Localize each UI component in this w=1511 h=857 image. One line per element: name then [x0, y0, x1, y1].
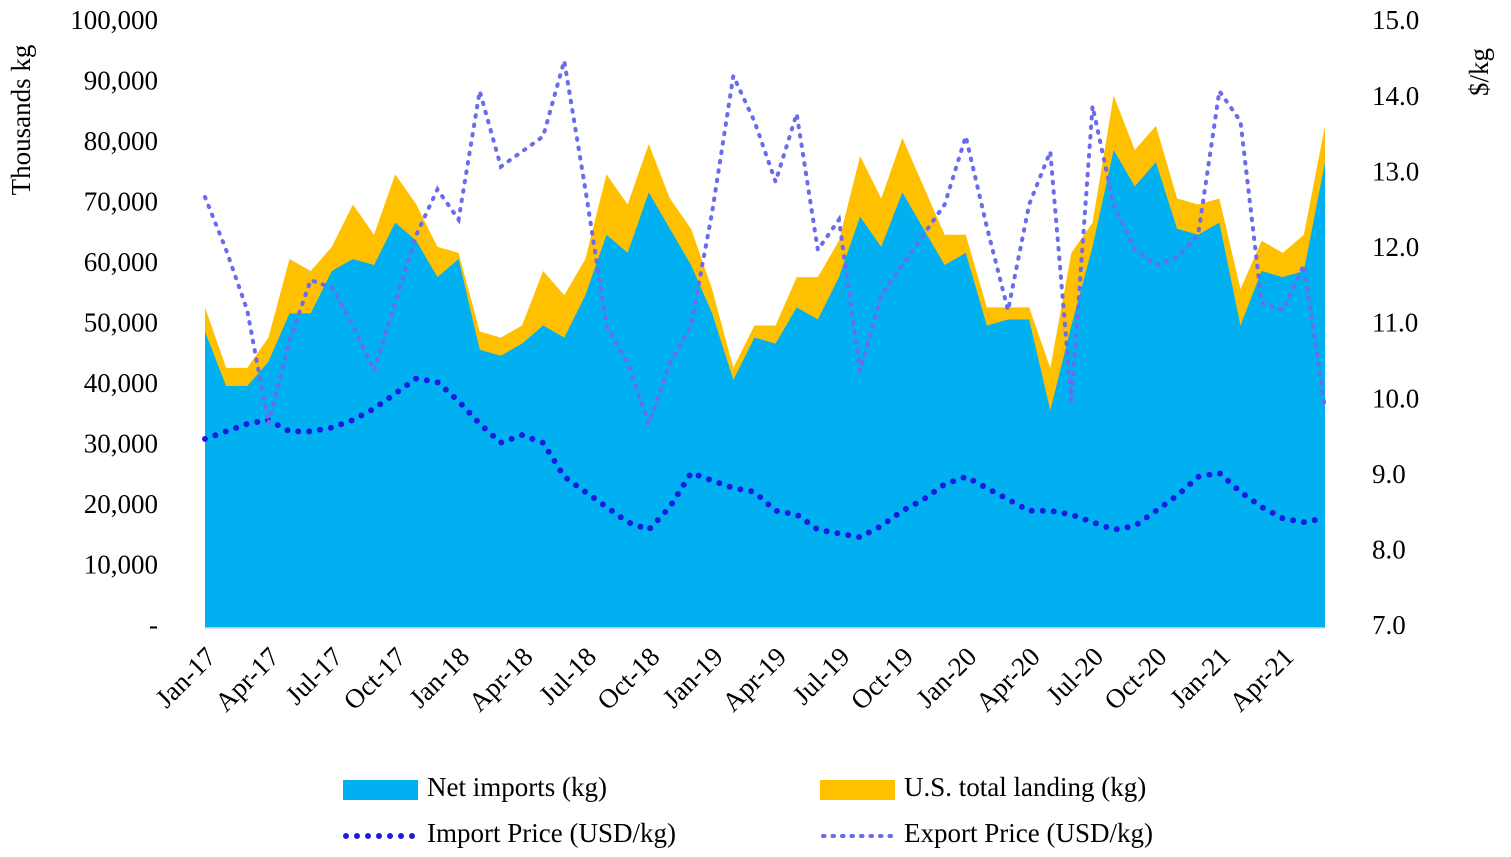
y-tick-label: 100,000	[70, 5, 158, 35]
y-tick-label: 70,000	[84, 187, 158, 217]
x-tick-label: Jul-20	[1040, 641, 1109, 710]
x-tick-label: Apr-18	[463, 641, 539, 717]
legend-label: Export Price (USD/kg)	[904, 818, 1153, 848]
legend-label: Import Price (USD/kg)	[427, 818, 676, 848]
y-tick-label: 60,000	[84, 247, 158, 277]
line	[202, 375, 1328, 541]
y-tick-label: -	[149, 610, 158, 640]
legend-label: U.S. total landing (kg)	[904, 772, 1146, 802]
y2-tick-label: 11.0	[1372, 308, 1418, 338]
legend-label: Net imports (kg)	[427, 772, 607, 802]
y2-tick-label: 14.0	[1372, 81, 1419, 111]
y2-tick-label: 9.0	[1372, 459, 1406, 489]
x-tick-label: Jul-17	[279, 641, 348, 710]
y-tick-label: 30,000	[84, 429, 158, 459]
x-tick-label: Jan-17	[150, 641, 222, 713]
x-tick-label: Apr-21	[1223, 641, 1299, 717]
y-tick-label: 20,000	[84, 489, 158, 519]
y2-tick-label: 12.0	[1372, 232, 1419, 262]
y2-tick-label: 8.0	[1372, 535, 1406, 565]
x-tick-label: Oct-18	[591, 641, 665, 715]
y-tick-label: 80,000	[84, 126, 158, 156]
y2-axis-label: $/kg	[1464, 48, 1494, 96]
x-tick-label: Jan-20	[910, 641, 982, 713]
x-tick-label: Jan-21	[1164, 641, 1236, 713]
x-tick-label: Apr-17	[209, 641, 285, 717]
x-tick-label: Oct-17	[338, 641, 412, 715]
x-tick-label: Jan-18	[403, 641, 475, 713]
legend-swatch	[820, 780, 895, 800]
x-tick-label: Apr-20	[970, 641, 1046, 717]
x-tick-label: Oct-19	[845, 641, 919, 715]
x-tick-label: Jul-19	[787, 641, 856, 710]
y2-tick-label: 7.0	[1372, 610, 1406, 640]
line	[203, 60, 1327, 430]
y2-tick-label: 13.0	[1372, 156, 1419, 186]
x-tick-label: Jul-18	[533, 641, 602, 710]
x-tick-label: Jan-19	[657, 641, 729, 713]
x-tick-label: Apr-19	[716, 641, 792, 717]
y-tick-label: 40,000	[84, 368, 158, 398]
y2-tick-label: 15.0	[1372, 5, 1419, 35]
x-tick-label: Oct-20	[1098, 641, 1172, 715]
legend-swatch	[343, 780, 418, 800]
y2-tick-label: 10.0	[1372, 383, 1419, 413]
y-axis-label: Thousands kg	[6, 45, 36, 196]
y-tick-label: 50,000	[84, 308, 158, 338]
y-tick-label: 10,000	[84, 550, 158, 580]
area	[205, 150, 1325, 629]
y-tick-label: 90,000	[84, 66, 158, 96]
